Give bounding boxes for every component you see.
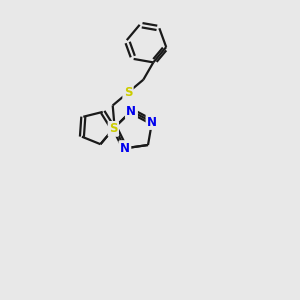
Text: N: N — [126, 105, 136, 118]
Text: N: N — [120, 142, 130, 155]
Text: N: N — [147, 116, 157, 128]
Text: S: S — [124, 86, 132, 99]
Text: S: S — [121, 142, 129, 155]
Text: N: N — [126, 105, 136, 118]
Text: S: S — [109, 122, 118, 135]
